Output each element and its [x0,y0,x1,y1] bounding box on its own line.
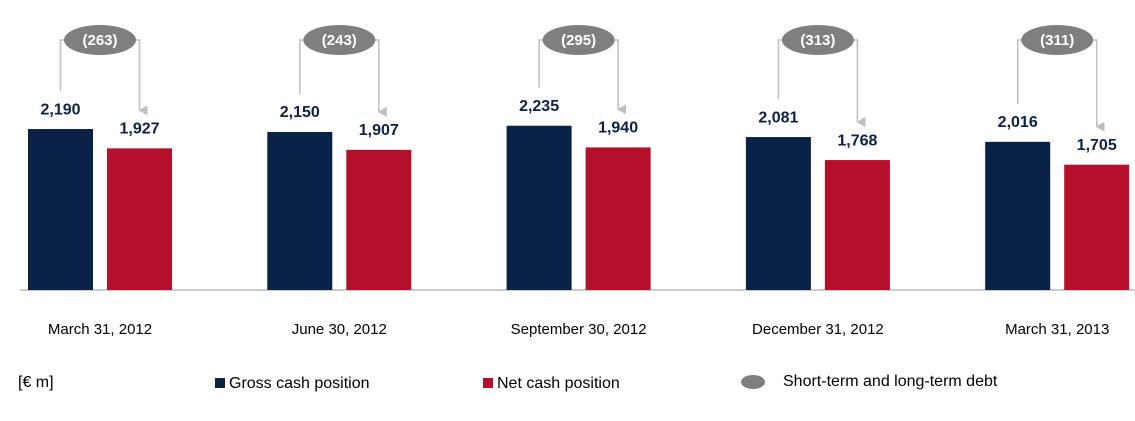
value-label: 2,016 [998,114,1038,131]
debt-bubble [542,25,615,55]
value-label: 2,190 [40,101,80,118]
debt-label: (311) [1040,32,1074,49]
legend-swatch [215,378,225,388]
value-label: 2,150 [280,104,320,121]
unit-label: [€ m] [18,374,54,391]
debt-bubble [303,25,376,55]
bar [824,160,890,290]
bar [985,141,1051,290]
debt-bubble [64,25,136,55]
bar [28,129,93,290]
debt-label: (295) [561,32,596,49]
bar [506,125,572,290]
legend-label: Net cash position [497,375,620,392]
debt-bubble [1021,25,1094,55]
debt-bubble [781,25,854,55]
x-tick-label: March 31, 2013 [1005,321,1109,338]
legend-swatch [483,378,493,388]
value-label: 1,907 [359,122,399,139]
bar [267,131,333,290]
legend-label: Short-term and long-term debt [783,373,998,390]
value-label: 1,768 [837,132,877,149]
value-label: 2,235 [519,98,559,115]
bar [585,147,651,290]
x-tick-label: December 31, 2012 [752,321,884,338]
legend-swatch [741,375,765,389]
bar [1064,164,1130,290]
bar [745,137,811,290]
value-label: 1,927 [119,121,159,138]
bar [107,148,172,290]
value-label: 1,705 [1077,137,1117,154]
value-label: 1,940 [598,120,638,137]
debt-label: (243) [322,32,357,49]
legend-label: Gross cash position [229,375,370,392]
debt-label: (313) [800,32,835,49]
x-tick-label: June 30, 2012 [292,321,387,338]
value-label: 2,081 [758,109,798,126]
x-tick-label: March 31, 2012 [48,321,152,338]
debt-label: (263) [82,32,117,49]
x-tick-label: September 30, 2012 [511,321,647,338]
bar [346,149,412,290]
